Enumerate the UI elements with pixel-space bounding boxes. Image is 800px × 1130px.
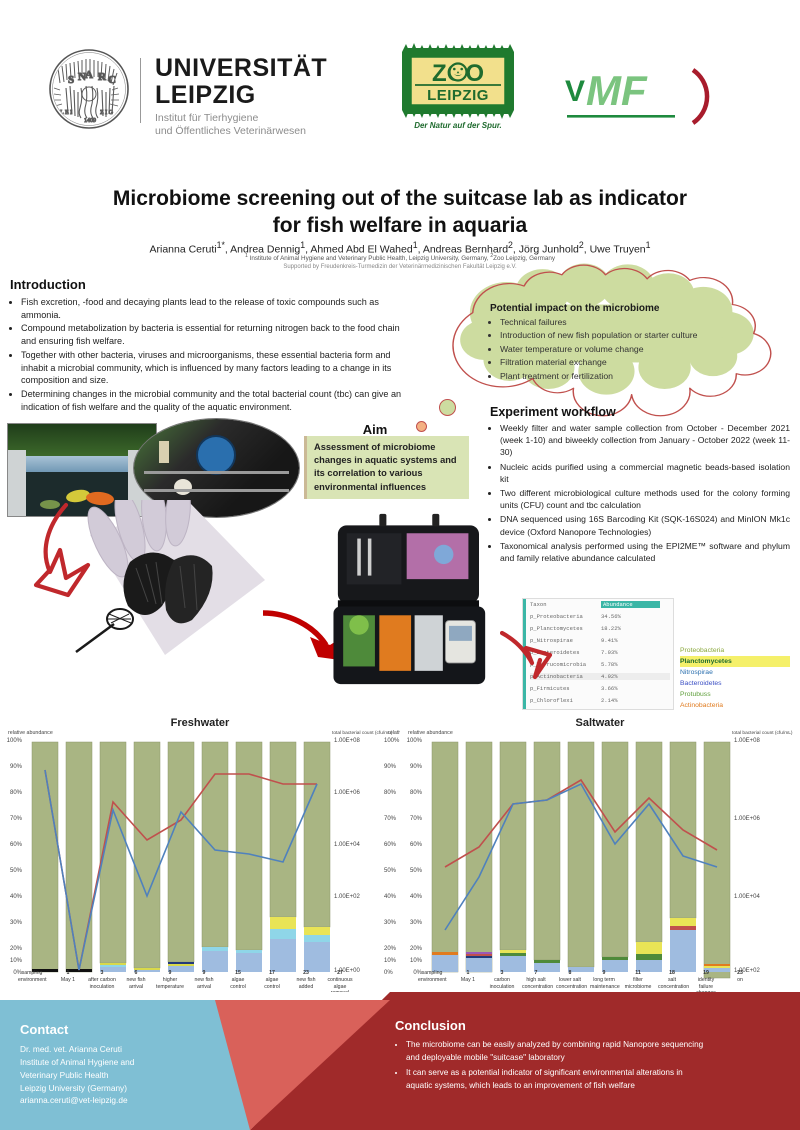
svg-text:70%: 70%	[384, 816, 397, 822]
svg-text:60%: 60%	[384, 842, 397, 848]
svg-text:60%: 60%	[410, 842, 423, 848]
svg-text:1.00E+02: 1.00E+02	[334, 894, 361, 900]
svg-text:relative abundance: relative abundance	[388, 730, 400, 736]
svg-text:C: C	[108, 74, 116, 86]
svg-text:S: S	[68, 74, 74, 86]
svg-text:40%: 40%	[410, 894, 423, 900]
svg-text:LEIPZIG: LEIPZIG	[427, 87, 489, 104]
svg-text:0%: 0%	[384, 970, 393, 976]
svg-text:Freshwater: Freshwater	[171, 717, 230, 729]
svg-text:20%: 20%	[10, 946, 23, 952]
svg-text:80%: 80%	[384, 790, 397, 796]
svg-text:50%: 50%	[10, 868, 23, 874]
svg-text:90%: 90%	[384, 764, 397, 770]
svg-text:30%: 30%	[410, 920, 423, 926]
svg-text:MF: MF	[586, 67, 648, 114]
svg-text:20%: 20%	[384, 946, 397, 952]
svg-text:90%: 90%	[410, 764, 423, 770]
svg-text:10%: 10%	[410, 958, 423, 964]
svg-text:40%: 40%	[10, 894, 23, 900]
svg-text:20%: 20%	[410, 946, 423, 952]
svg-text:1.00E+06: 1.00E+06	[334, 790, 361, 796]
svg-text:100%: 100%	[7, 738, 23, 744]
svg-text:Saltwater: Saltwater	[576, 717, 626, 729]
svg-text:R: R	[98, 71, 107, 83]
svg-text:50%: 50%	[384, 868, 397, 874]
svg-text:80%: 80%	[10, 790, 23, 796]
svg-text:80%: 80%	[410, 790, 423, 796]
svg-text:A: A	[85, 69, 93, 81]
svg-text:90%: 90%	[10, 764, 23, 770]
svg-text:40%: 40%	[384, 894, 397, 900]
svg-text:total bacterial count (cfu/mL): total bacterial count (cfu/mL)	[732, 730, 793, 736]
svg-text:60%: 60%	[10, 842, 23, 848]
svg-text:1409: 1409	[84, 118, 96, 124]
svg-text:30%: 30%	[10, 920, 23, 926]
svg-text:Z I G: Z I G	[100, 110, 114, 116]
svg-text:total bacterial count (cfu/mL): total bacterial count (cfu/mL)	[332, 730, 393, 736]
svg-text:1.00E+08: 1.00E+08	[734, 738, 761, 744]
svg-text:70%: 70%	[410, 816, 423, 822]
svg-text:relative abundance: relative abundance	[8, 730, 53, 736]
svg-text:100%: 100%	[407, 738, 423, 744]
svg-text:10%: 10%	[10, 958, 23, 964]
svg-text:10%: 10%	[384, 958, 397, 964]
svg-text:Der Natur auf der Spur.: Der Natur auf der Spur.	[414, 121, 502, 130]
svg-text:1.00E+08: 1.00E+08	[334, 738, 361, 744]
svg-text:1.00E+06: 1.00E+06	[734, 816, 761, 822]
svg-text:1.00E+04: 1.00E+04	[734, 894, 761, 900]
svg-text:50%: 50%	[410, 868, 423, 874]
svg-text:1.00E+04: 1.00E+04	[334, 842, 361, 848]
svg-text:30%: 30%	[384, 920, 397, 926]
svg-text:100%: 100%	[384, 738, 400, 744]
svg-text:V: V	[565, 75, 585, 108]
svg-text:relative abundance: relative abundance	[408, 730, 453, 736]
svg-text:70%: 70%	[10, 816, 23, 822]
